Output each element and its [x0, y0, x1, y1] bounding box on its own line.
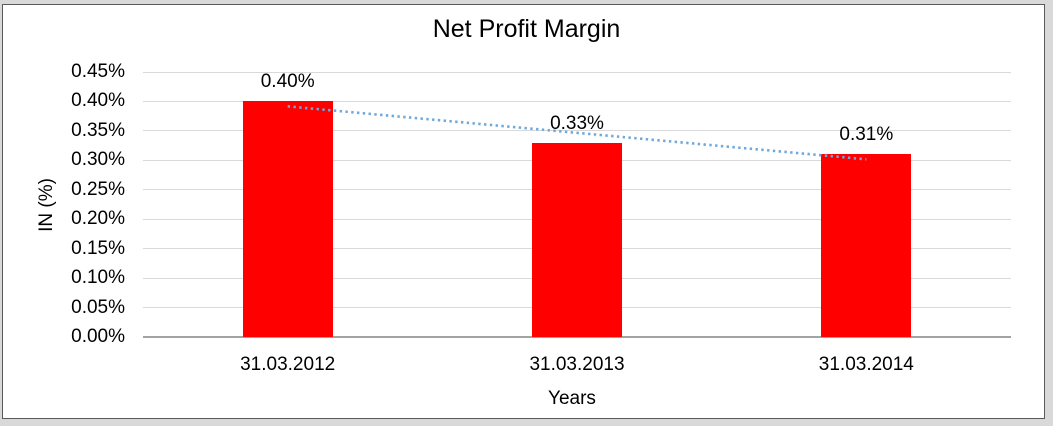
gridline [143, 100, 1011, 102]
gridline [143, 71, 1011, 73]
y-tick-label: 0.15% [71, 237, 125, 259]
x-tick-label: 31.03.2012 [240, 354, 336, 375]
y-tick-label: 0.10% [71, 267, 125, 289]
y-tick-label: 0.05% [71, 296, 125, 318]
y-tick-label: 0.45% [71, 61, 125, 82]
x-axis-line [143, 336, 1011, 338]
x-tick-label: 31.03.2014 [818, 354, 914, 375]
y-tick-label: 0.30% [71, 149, 125, 171]
y-tick-label: 0.35% [71, 119, 125, 141]
bar [821, 154, 912, 337]
y-tick-label: 0.25% [71, 178, 125, 200]
x-tick-label: 31.03.2013 [529, 354, 625, 375]
y-tick-label: 0.20% [71, 208, 125, 230]
y-tick-label: 0.40% [71, 90, 125, 112]
chart-title: Net Profit Margin [432, 15, 621, 43]
bar [242, 101, 333, 337]
x-axis-title: Years [548, 388, 596, 409]
y-tick-label: 0.00% [71, 326, 125, 347]
bar-value-label: 0.40% [260, 71, 315, 93]
bar [532, 142, 622, 337]
bar-value-label: 0.31% [839, 124, 894, 146]
bar-value-label: 0.33% [550, 112, 604, 134]
